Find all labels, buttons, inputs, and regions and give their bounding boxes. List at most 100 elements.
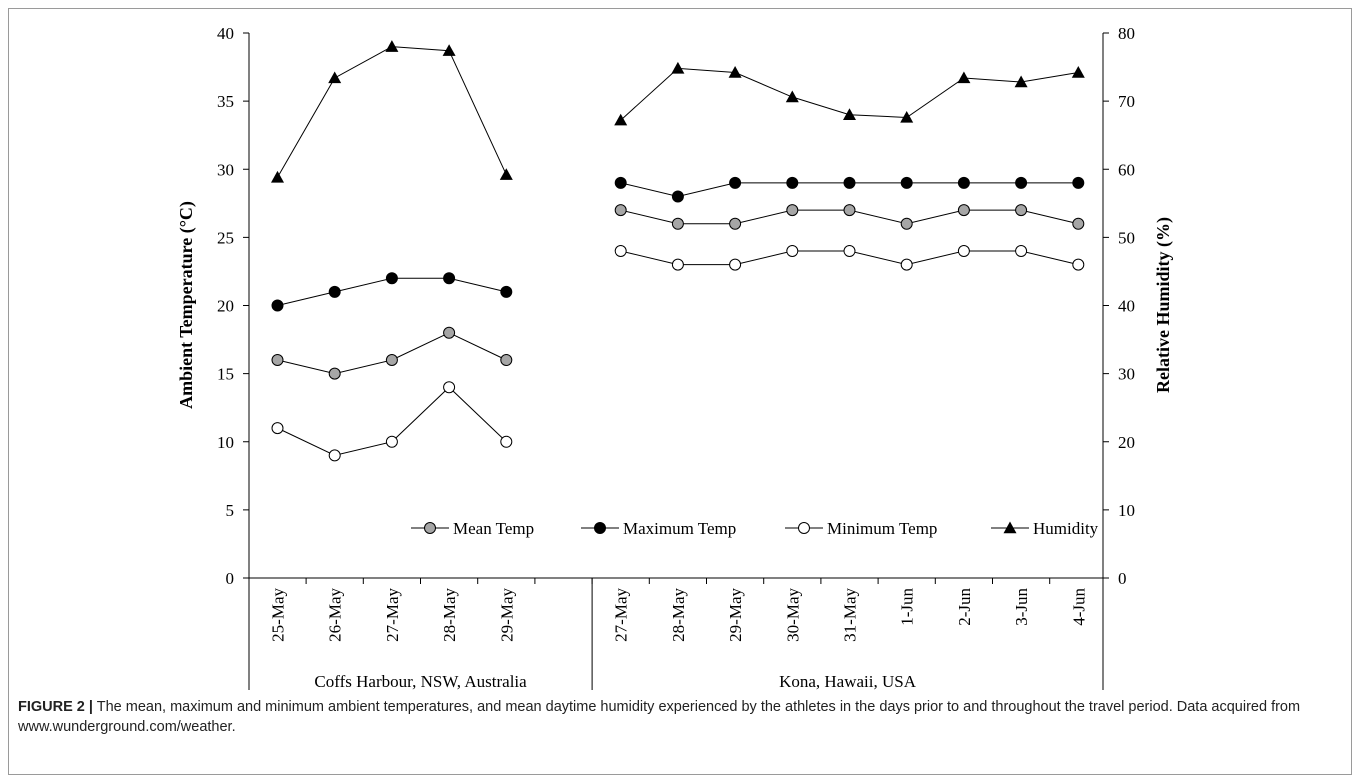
y-axis-label: Ambient Temperature (°C)	[176, 201, 197, 409]
data-point-max	[729, 176, 742, 189]
data-point-humidity	[1071, 66, 1085, 78]
x-tick-label: 29-May	[726, 588, 745, 642]
y2-tick-label: 0	[1118, 569, 1127, 588]
chart-marks	[271, 40, 1085, 462]
data-point-max	[385, 272, 398, 285]
data-point-min	[500, 435, 513, 448]
y2-axis-label: Relative Humidity (%)	[1153, 217, 1174, 393]
legend-label: Mean Temp	[453, 519, 534, 538]
data-point-mean	[328, 367, 341, 380]
data-point-min	[786, 245, 799, 257]
x-tick-label: 27-May	[383, 588, 402, 642]
data-point-min	[614, 245, 627, 257]
series-line-mean	[277, 332, 507, 375]
chart-axes: 0 5 10 15 20 25 30 35 40 0 10 20 30 40 50 60 70 80 25-May 2…	[217, 24, 1135, 691]
data-point-max	[500, 285, 513, 298]
data-point-humidity	[614, 113, 628, 126]
data-point-min	[271, 422, 284, 435]
x-tick-label: 31-May	[841, 588, 860, 642]
legend-marker	[594, 522, 606, 534]
x-tick-label: 27-May	[612, 588, 631, 642]
chart-legend: Mean Temp Maximum Temp Minimum Temp Humidit…	[411, 519, 1099, 538]
data-point-mean	[614, 204, 627, 217]
x-group-label: Kona, Hawaii, USA	[779, 672, 917, 691]
x-tick-label: 4-Jun	[1069, 588, 1088, 626]
legend-label: Humidity	[1033, 519, 1099, 538]
data-point-mean	[443, 326, 456, 339]
data-point-mean	[385, 354, 398, 366]
data-point-max	[671, 190, 684, 203]
data-point-mean	[786, 204, 799, 217]
x-tick-label: 2-Jun	[955, 588, 974, 626]
series-line-humidity	[277, 46, 507, 178]
y-tick-label: 5	[226, 501, 235, 520]
chart: 0 5 10 15 20 25 30 35 40 0 10 20 30 40 50 60 70 80 25-May 2…	[176, 24, 1174, 691]
data-point-mean	[271, 354, 284, 366]
y2-tick-label: 10	[1118, 501, 1135, 520]
data-point-min	[1015, 245, 1028, 257]
data-point-mean	[500, 354, 513, 366]
y-tick-label: 25	[217, 228, 234, 247]
x-tick-label: 28-May	[669, 588, 688, 642]
y2-tick-label: 20	[1118, 433, 1135, 452]
data-point-mean	[729, 217, 742, 230]
x-tick-label: 30-May	[783, 588, 802, 642]
data-point-humidity	[385, 40, 399, 52]
data-point-min	[443, 381, 456, 394]
data-point-mean	[1072, 217, 1085, 230]
data-point-min	[843, 245, 856, 257]
figure-frame	[8, 8, 1352, 775]
legend-label: Minimum Temp	[827, 519, 937, 538]
data-point-humidity	[785, 90, 799, 103]
data-point-max	[843, 176, 856, 189]
legend-label: Maximum Temp	[623, 519, 736, 538]
figure-caption: FIGURE 2 | The mean, maximum and minimum…	[18, 697, 1338, 737]
legend-marker	[798, 522, 810, 534]
data-point-humidity	[1014, 75, 1028, 88]
legend-marker	[424, 522, 436, 534]
data-point-min	[671, 258, 684, 271]
y2-tick-label: 60	[1118, 160, 1135, 179]
data-point-humidity	[900, 110, 914, 123]
y2-tick-label: 40	[1118, 297, 1135, 316]
data-point-humidity	[442, 44, 456, 56]
data-point-mean	[1015, 204, 1028, 217]
data-point-humidity	[671, 61, 685, 74]
caption-label: FIGURE 2 |	[18, 699, 93, 715]
data-point-humidity	[843, 108, 856, 120]
x-tick-label: 28-May	[440, 588, 459, 642]
y-tick-label: 30	[217, 160, 234, 179]
data-point-min	[385, 435, 398, 448]
caption-text: The mean, maximum and minimum ambient te…	[18, 699, 1301, 735]
y-tick-label: 20	[217, 297, 234, 316]
data-point-max	[786, 176, 799, 189]
data-point-min	[729, 258, 742, 271]
x-tick-label: 25-May	[269, 588, 288, 642]
data-point-max	[1072, 176, 1085, 189]
y-tick-label: 15	[217, 365, 234, 384]
x-tick-label: 3-Jun	[1012, 588, 1031, 626]
data-point-min	[957, 245, 970, 257]
data-point-max	[1015, 176, 1028, 189]
data-point-humidity	[499, 168, 513, 180]
x-tick-label: 29-May	[497, 588, 516, 642]
data-point-min	[900, 258, 913, 271]
data-point-mean	[843, 204, 856, 217]
y-tick-label: 40	[217, 24, 234, 43]
data-point-max	[271, 299, 284, 312]
data-point-humidity	[957, 71, 971, 84]
x-tick-label: 26-May	[326, 588, 345, 642]
data-point-max	[328, 285, 341, 298]
data-point-humidity	[728, 66, 742, 78]
data-point-mean	[900, 217, 913, 230]
data-point-min	[1072, 258, 1085, 271]
data-point-mean	[957, 204, 970, 217]
y2-tick-label: 70	[1118, 92, 1135, 111]
data-point-mean	[671, 217, 684, 230]
legend-marker	[1003, 521, 1017, 534]
y-tick-label: 35	[217, 92, 234, 111]
data-point-humidity	[328, 71, 342, 84]
y-tick-label: 10	[217, 433, 234, 452]
x-tick-label: 1-Jun	[898, 588, 917, 626]
y2-tick-label: 30	[1118, 365, 1135, 384]
